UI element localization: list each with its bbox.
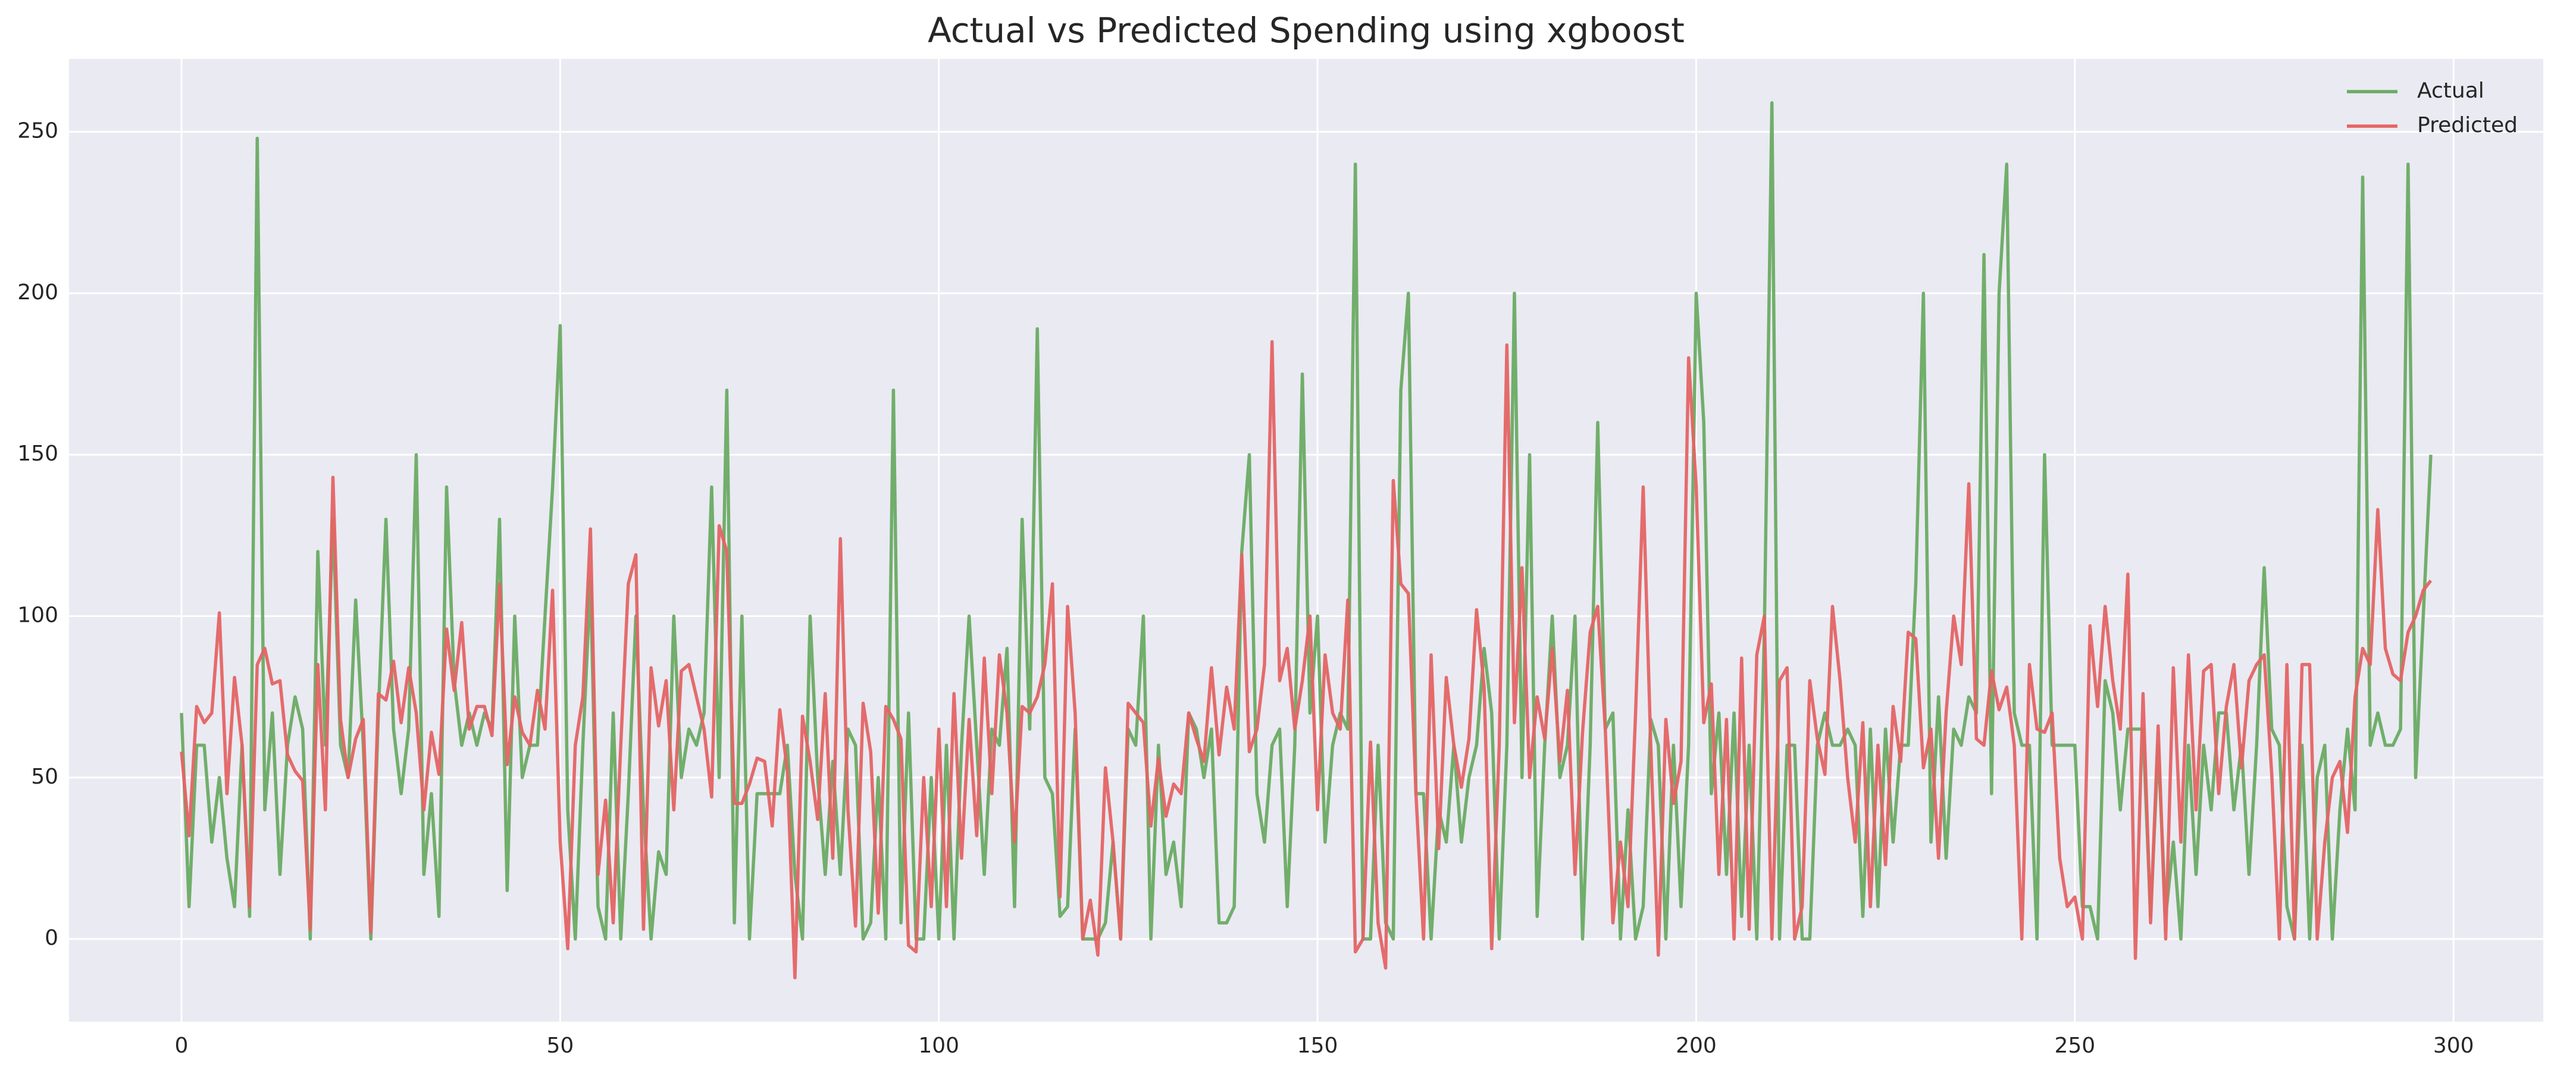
y-tick-label: 0 — [45, 926, 58, 950]
x-tick-label: 50 — [546, 1034, 574, 1058]
y-tick-label: 100 — [17, 603, 58, 628]
x-tick-label: 100 — [918, 1034, 959, 1058]
y-tick-label: 150 — [17, 441, 58, 466]
x-tick-label: 250 — [2054, 1034, 2095, 1058]
y-tick-label: 50 — [31, 765, 58, 789]
x-tick-label: 200 — [1676, 1034, 1717, 1058]
chart-title: Actual vs Predicted Spending using xgboo… — [928, 10, 1685, 51]
series-line — [180, 101, 2433, 941]
y-tick-label: 250 — [17, 119, 58, 143]
x-tick-label: 150 — [1297, 1034, 1338, 1058]
x-tick-label: 300 — [2433, 1034, 2474, 1058]
series-line — [180, 340, 2433, 979]
legend-label: Predicted — [2417, 113, 2518, 137]
legend-label: Actual — [2417, 79, 2484, 103]
y-tick-label: 200 — [17, 280, 58, 305]
x-tick-label: 0 — [175, 1034, 189, 1058]
